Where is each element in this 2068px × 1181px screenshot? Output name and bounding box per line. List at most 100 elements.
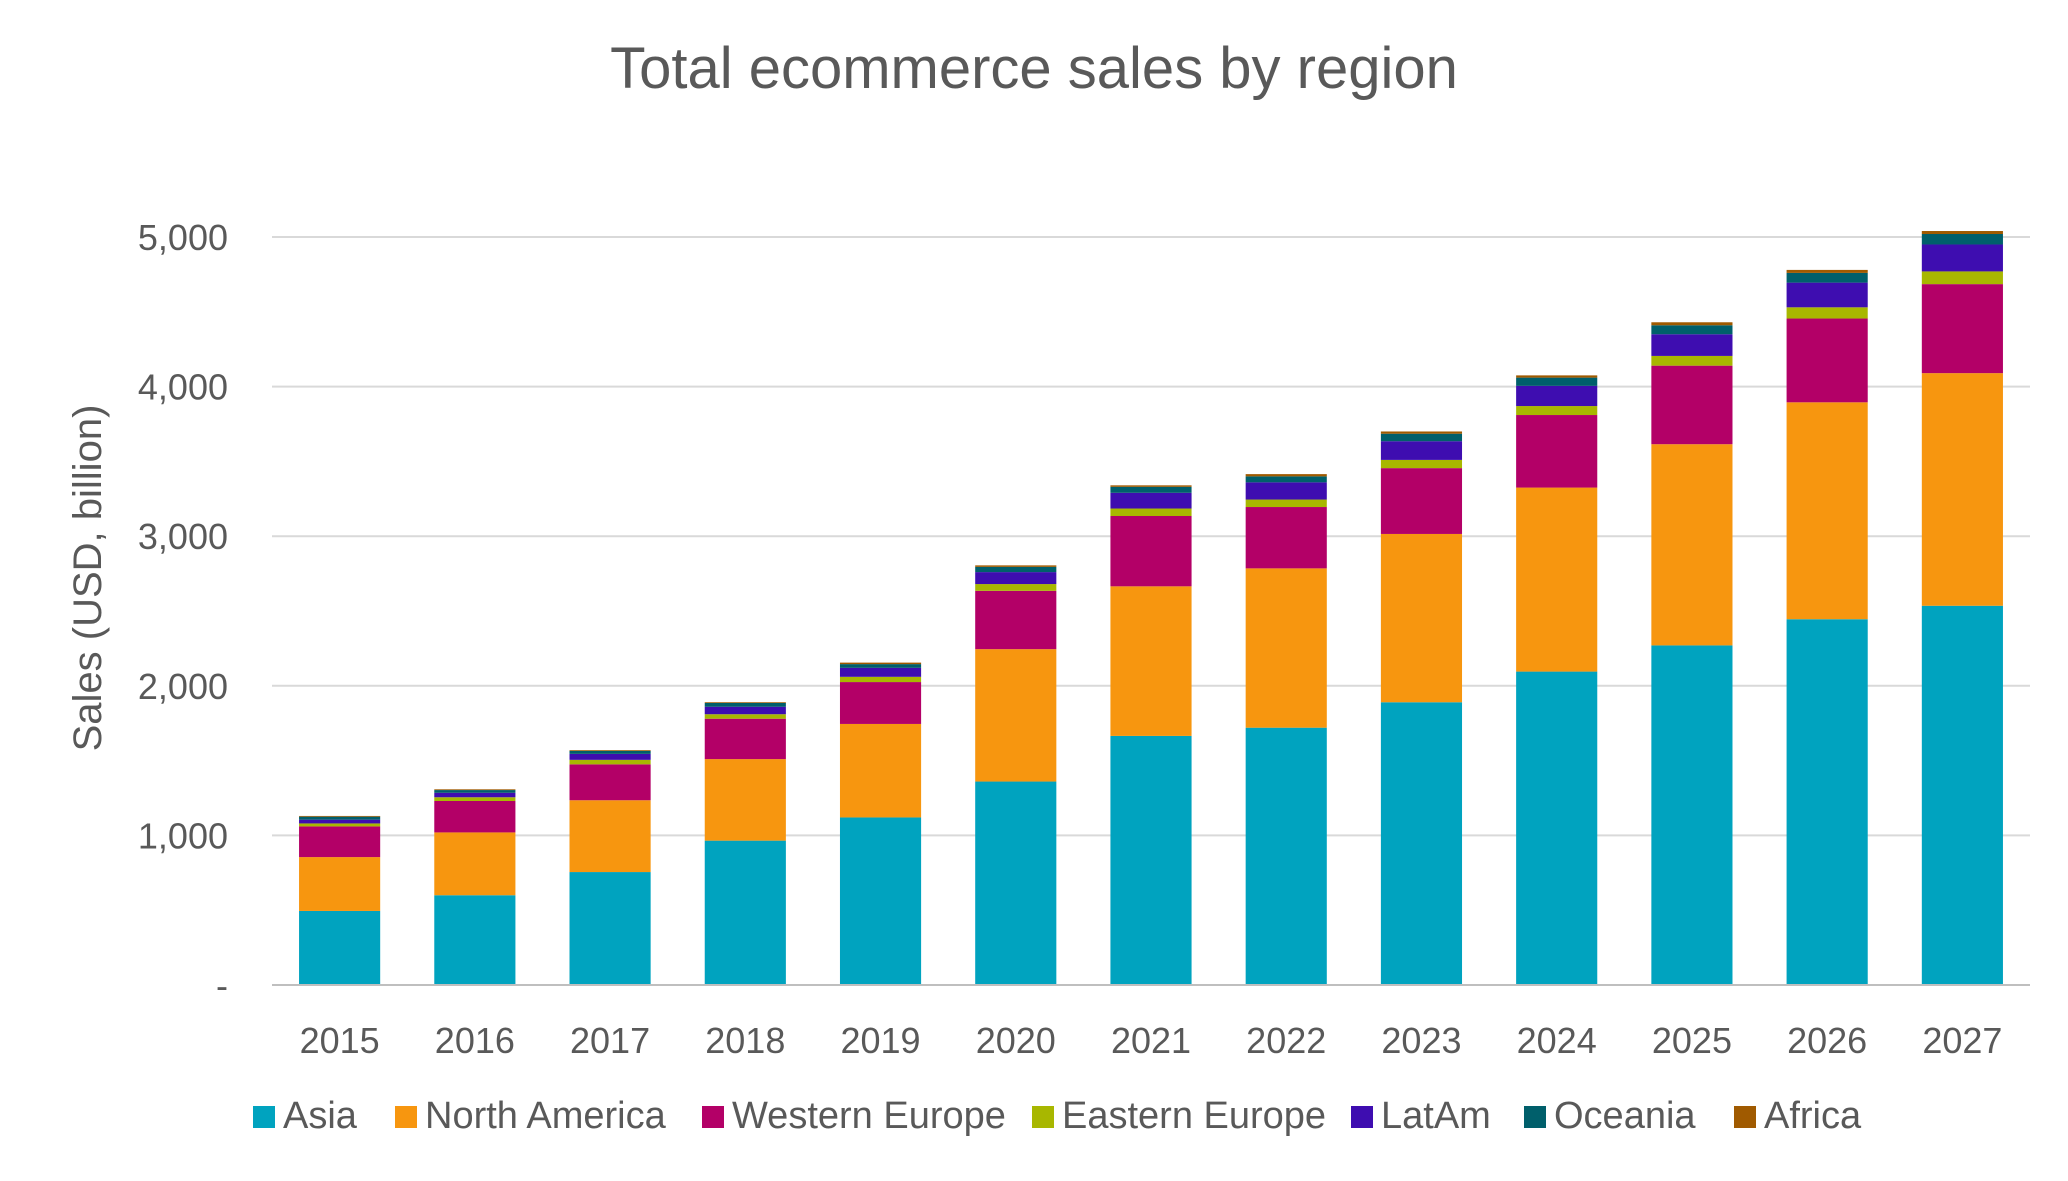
bar-segment-western-europe-2018 [704,718,786,760]
bar-segment-oceania-2018 [704,703,786,707]
bar-segment-north-america-2016 [434,832,516,896]
bar-segment-africa-2024 [1516,375,1598,378]
bar-segment-oceania-2017 [569,750,651,754]
bar-segment-asia-2016 [434,895,516,985]
y-tick-label: 5,000 [138,217,228,258]
bar-segment-africa-2019 [839,662,922,665]
x-tick-label: 2025 [1652,1020,1732,1061]
bar-segment-western-europe-2027 [1921,284,2003,374]
bar-segment-western-europe-2026 [1786,318,1868,403]
bar-segment-latam-2022 [1245,482,1327,500]
bar-segment-north-america-2027 [1921,373,2003,606]
bar-segment-latam-2020 [975,572,1057,585]
bar-segment-africa-2027 [1921,231,2003,235]
y-axis-ticks: - 1,000 2,000 3,000 4,000 5,000 [138,217,228,1006]
bar-stack-2018 [704,702,786,985]
legend: Asia North America Western Europe Eastern E… [253,1095,1862,1137]
bar-segment-africa-2017 [569,750,651,751]
bar-segment-oceania-2023 [1380,433,1463,442]
bar-segment-oceania-2019 [839,664,922,668]
bar-segment-north-america-2026 [1786,402,1868,620]
legend-label-eastern-europe: Eastern Europe [1062,1095,1326,1137]
x-tick-label: 2018 [705,1020,785,1061]
legend-label-north-america: North America [425,1095,667,1137]
bar-segment-africa-2025 [1651,322,1733,326]
bar-stack-2025 [1651,322,1733,985]
bar-stack-2019 [839,662,922,985]
x-tick-label: 2015 [300,1020,380,1061]
legend-label-latam: LatAm [1381,1095,1491,1137]
bar-segment-latam-2018 [704,706,786,715]
bar-segment-eastern-europe-2019 [839,676,922,683]
bar-segment-eastern-europe-2027 [1921,271,2003,285]
legend-swatch-oceania [1524,1106,1546,1128]
bar-segment-oceania-2025 [1651,325,1733,335]
bar-segment-oceania-2027 [1921,234,2003,245]
x-tick-label: 2027 [1922,1020,2002,1061]
bar-stack-2024 [1516,375,1598,985]
bar-segment-eastern-europe-2016 [434,797,516,801]
bar-segment-oceania-2015 [299,816,381,820]
x-tick-label: 2023 [1381,1020,1461,1061]
bar-segment-oceania-2022 [1245,476,1327,483]
bar-segment-north-america-2018 [704,759,786,841]
bar-stack-2020 [975,565,1057,985]
legend-swatch-africa [1734,1106,1756,1128]
bar-segment-oceania-2024 [1516,377,1598,386]
bar-segment-latam-2027 [1921,244,2003,272]
bar-segment-latam-2021 [1110,492,1192,509]
bar-segment-north-america-2024 [1516,487,1598,672]
legend-swatch-western-europe [702,1106,724,1128]
bar-stack-2022 [1245,474,1327,985]
x-tick-label: 2019 [840,1020,920,1061]
bar-segment-latam-2026 [1786,282,1868,308]
bar-segment-africa-2022 [1245,474,1327,477]
bar-segment-asia-2024 [1516,671,1598,985]
bar-segment-africa-2026 [1786,269,1868,273]
bar-segment-asia-2023 [1380,702,1463,985]
bar-segment-africa-2018 [704,702,786,704]
bar-segment-north-america-2025 [1651,444,1733,646]
y-axis-title: Sales (USD, billion) [66,405,110,752]
bar-segment-latam-2017 [569,753,651,760]
bar-segment-latam-2019 [839,667,922,677]
bar-segment-north-america-2020 [975,649,1057,782]
bar-segment-latam-2025 [1651,334,1733,356]
bar-segment-eastern-europe-2022 [1245,499,1327,508]
bar-segment-eastern-europe-2015 [299,823,381,827]
bar-segment-latam-2023 [1380,441,1463,460]
bar-segment-asia-2020 [975,781,1057,985]
bar-segment-eastern-europe-2018 [704,714,786,719]
bar-segment-oceania-2021 [1110,486,1192,493]
bar-segment-asia-2015 [299,910,381,985]
bar-segment-latam-2024 [1516,385,1598,407]
bar-segment-asia-2019 [839,817,922,985]
bar-series [299,231,2003,985]
bar-segment-oceania-2016 [434,790,516,793]
bar-segment-asia-2018 [704,840,786,985]
bar-stack-2017 [569,750,651,985]
bar-segment-north-america-2017 [569,800,651,873]
bar-segment-western-europe-2024 [1516,415,1598,488]
legend-label-asia: Asia [283,1095,358,1137]
chart-title: Total ecommerce sales by region [610,36,1458,101]
bar-stack-2021 [1110,485,1192,985]
bar-stack-2016 [434,789,516,985]
bar-segment-eastern-europe-2024 [1516,406,1598,416]
legend-swatch-eastern-europe [1032,1106,1054,1128]
y-tick-label: 2,000 [138,666,228,707]
y-tick-label: - [216,965,228,1006]
bar-segment-oceania-2020 [975,566,1057,573]
x-axis-ticks: 2015 2016 2017 2018 2019 2020 2021 2022 2023 2024… [300,1020,2003,1061]
x-tick-label: 2016 [435,1020,515,1061]
bar-segment-latam-2016 [434,792,516,798]
bar-segment-asia-2027 [1921,605,2003,985]
bar-stack-2026 [1786,269,1868,985]
bar-segment-asia-2017 [569,872,651,985]
x-tick-label: 2021 [1111,1020,1191,1061]
bar-segment-africa-2016 [434,789,516,791]
bar-segment-western-europe-2022 [1245,507,1327,569]
bar-segment-north-america-2022 [1245,568,1327,728]
x-tick-label: 2020 [976,1020,1056,1061]
bar-segment-asia-2026 [1786,619,1868,985]
